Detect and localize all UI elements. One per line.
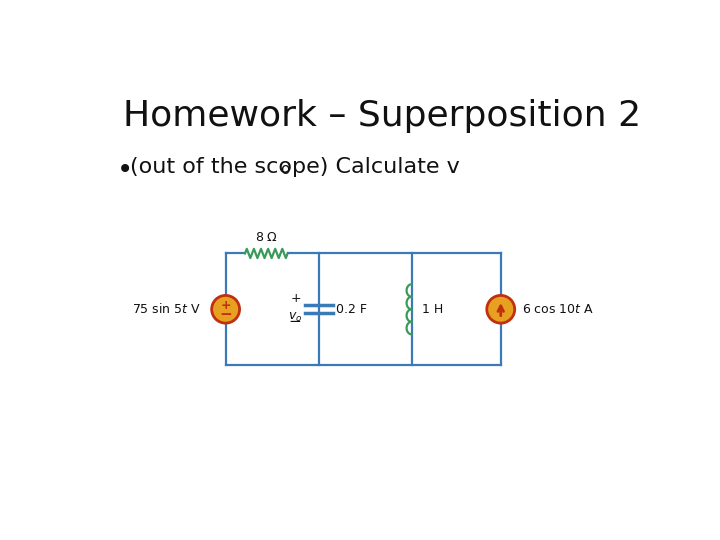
Text: +: + — [290, 292, 301, 305]
Text: (out of the scope) Calculate v: (out of the scope) Calculate v — [130, 157, 460, 177]
Text: o: o — [280, 162, 289, 177]
Text: •: • — [117, 156, 133, 184]
Text: $v_o$: $v_o$ — [288, 311, 302, 324]
Circle shape — [487, 295, 515, 323]
Text: 6 cos 10$t$ A: 6 cos 10$t$ A — [523, 303, 595, 316]
Text: 8 $\Omega$: 8 $\Omega$ — [255, 231, 278, 244]
Text: −: − — [220, 307, 232, 322]
Text: 1 H: 1 H — [423, 303, 444, 316]
Text: 0.2 F: 0.2 F — [336, 303, 367, 316]
Text: Homework – Superposition 2: Homework – Superposition 2 — [122, 99, 641, 133]
Circle shape — [212, 295, 240, 323]
Text: −: − — [288, 314, 301, 329]
Text: +: + — [220, 299, 231, 312]
Text: 75 sin 5$t$ V: 75 sin 5$t$ V — [132, 302, 201, 316]
